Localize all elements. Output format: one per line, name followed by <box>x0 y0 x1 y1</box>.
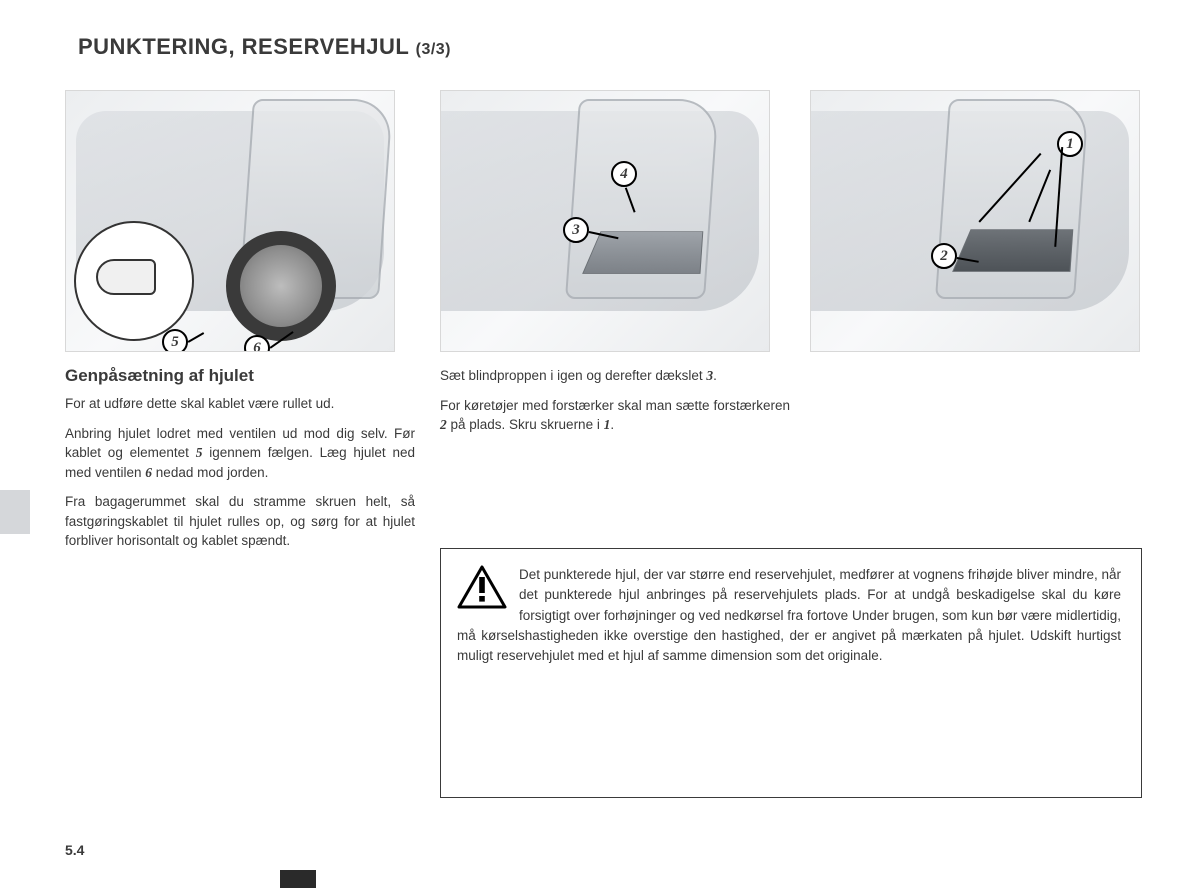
paragraph: Sæt blindproppen i igen og derefter dæks… <box>440 366 790 386</box>
ref-number: 2 <box>440 417 447 432</box>
text-run: på plads. Skru skruerne i <box>447 417 604 432</box>
key-tool-shape <box>96 259 156 295</box>
text-run: For køretøjer med forstærker skal man sæ… <box>440 398 790 413</box>
callout-5: 5 <box>162 329 188 352</box>
inset-detail-circle <box>74 221 194 341</box>
thumb-tab <box>0 490 30 534</box>
leader-line <box>188 332 204 342</box>
figure-1: 39453 5 6 <box>65 90 395 352</box>
paragraph: Anbring hjulet lodret med ventilen ud mo… <box>65 424 415 483</box>
page-title: PUNKTERING, RESERVEHJUL (3/3) <box>78 34 451 60</box>
spare-tire-shape <box>226 231 336 341</box>
text-run: nedad mod jorden. <box>152 465 268 480</box>
crop-mark <box>280 870 316 888</box>
title-sub: (3/3) <box>416 41 451 58</box>
column-2: 39450 3 4 Sæt blindproppen i igen og der… <box>440 90 790 445</box>
callout-3: 3 <box>563 217 589 243</box>
callout-2: 2 <box>931 243 957 269</box>
callout-4: 4 <box>611 161 637 187</box>
warning-box: Det punkterede hjul, der var større end … <box>440 548 1142 798</box>
paragraph: For køretøjer med forstærker skal man sæ… <box>440 396 790 435</box>
figure-3: 39449 1 2 <box>810 90 1140 352</box>
paragraph: Fra bagagerummet skal du stramme skruen … <box>65 492 415 551</box>
section-heading: Genpåsætning af hjulet <box>65 366 415 386</box>
text-run: . <box>713 368 717 383</box>
title-main: PUNKTERING, RESERVEHJUL <box>78 34 409 59</box>
column-1: 39453 5 6 Genpåsætning af hjulet For at … <box>65 90 415 561</box>
figure-2: 39450 3 4 <box>440 90 770 352</box>
page-number: 5.4 <box>65 842 84 858</box>
column-3: 39449 1 2 <box>810 90 1160 352</box>
floor-panel-shape <box>582 231 703 274</box>
warning-triangle-icon <box>457 565 507 609</box>
warning-text: Det punkterede hjul, der var større end … <box>457 565 1121 666</box>
text-run: Sæt blindproppen i igen og derefter dæks… <box>440 368 706 383</box>
paragraph: For at udføre dette skal kablet være rul… <box>65 394 415 414</box>
text-run: . <box>610 417 614 432</box>
